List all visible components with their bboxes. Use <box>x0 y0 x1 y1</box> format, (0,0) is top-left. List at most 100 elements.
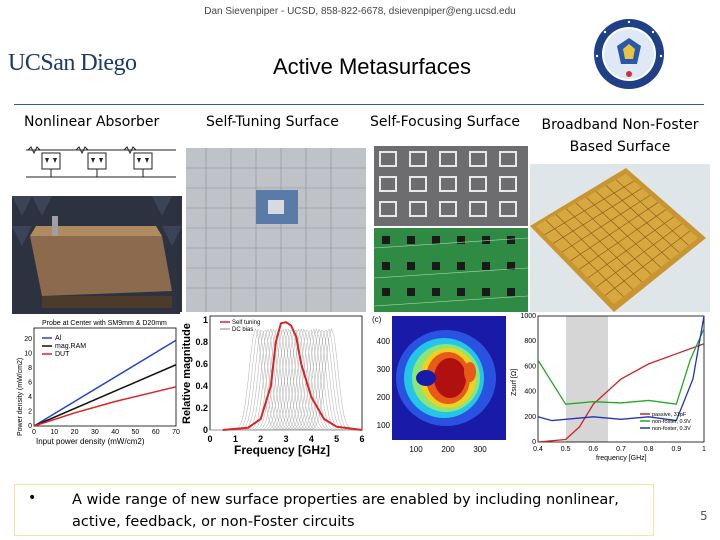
anechoic-chamber-photo <box>12 196 182 314</box>
absorber-x-tick-label: 20 <box>71 429 79 436</box>
resonator-square <box>379 201 397 217</box>
grid-line <box>587 216 675 279</box>
tuning-ylabel: Relative magnitude <box>181 323 193 424</box>
resonator-square <box>499 176 517 192</box>
resonator-square <box>499 201 517 217</box>
resonator-square <box>439 176 457 192</box>
board-chip <box>457 288 465 296</box>
absorber-legend-al: Al <box>55 335 62 342</box>
dc-bias-curve <box>210 328 363 431</box>
non-foster-x-tick-label: 1 <box>702 446 706 453</box>
non-foster-x-tick-label: 0.6 <box>588 446 598 453</box>
absorber-x-tick-label: 30 <box>91 429 99 436</box>
non-foster-y-tick-label: 800 <box>524 338 536 345</box>
non-foster-x-tick-label: 0.7 <box>616 446 626 453</box>
resonator-square <box>409 201 427 217</box>
resonator-square <box>379 176 397 192</box>
focusing-x-tick-label: 100 <box>409 445 423 454</box>
heading-non-foster: Broadband Non-Foster Based Surface <box>530 114 710 158</box>
non-foster-x-tick-label: 0.4 <box>533 446 543 453</box>
board-chip <box>507 236 515 244</box>
absorber-series-dut <box>33 386 177 427</box>
grid-line <box>595 191 671 261</box>
self-focusing-surface-photo <box>374 146 528 226</box>
heading-self-tuning: Self-Tuning Surface <box>206 114 339 130</box>
non-foster-xlabel: frequency [GHz] <box>596 455 647 462</box>
contact-header: Dan Sievenpiper - UCSD, 858-822-6678, ds… <box>204 6 516 17</box>
afosr-seal-icon <box>594 19 664 89</box>
non-foster-x-tick-label: 0.9 <box>671 446 681 453</box>
absorber-x-tick-label: 0 <box>32 429 36 436</box>
tuning-y-tick-label: 0.8 <box>195 337 208 347</box>
absorber-y-tick-label: 4 <box>28 394 32 401</box>
grid-line <box>605 185 680 253</box>
absorber-y-tick-label: 0 <box>28 423 32 430</box>
self-tuning-chart: Relative magnitude 0 1 2 3 4 5 6 0 0.2 0.4 0.6 0.8… <box>180 312 370 458</box>
board-chip <box>432 262 440 270</box>
absorber-ylabel: Power density (mW/cm2) <box>17 358 24 436</box>
absorber-x-tick-label: 40 <box>111 429 119 436</box>
absorber-series-magram <box>33 364 177 427</box>
absorber-y-tick-label: 2 <box>28 409 32 416</box>
grid-line <box>570 202 659 261</box>
absorber-chart: Probe at Center with SM9mm & D20mm Power… <box>12 316 184 446</box>
board-chip <box>457 262 465 270</box>
page-number: 5 <box>700 509 708 523</box>
tuning-x-tick-label: 6 <box>359 434 364 444</box>
absorber-xlabel: Input power density (mW/cm2) <box>36 437 145 446</box>
tuning-x-tick-label: 3 <box>283 434 288 444</box>
absorber-chart-title: Probe at Center with SM9mm & D20mm <box>42 320 167 327</box>
circuit-schematic <box>26 146 176 178</box>
non-foster-y-tick-label: 400 <box>524 389 536 396</box>
logo-rest: San Diego <box>40 50 137 76</box>
focusing-y-tick-label: 300 <box>377 365 391 374</box>
title-divider <box>14 104 704 105</box>
logo-uc: UC <box>8 50 41 76</box>
grid-line <box>545 219 624 297</box>
heatmap-blobs <box>396 330 496 426</box>
non-foster-plot-frame <box>537 315 705 443</box>
absorber-x-tick-label: 10 <box>50 429 58 436</box>
grid-line <box>615 179 689 246</box>
board-chip <box>382 262 390 270</box>
tuning-y-tick-label: 0.4 <box>195 381 208 391</box>
grid-line <box>596 223 683 287</box>
absorber-legend-ram: mag.RAM <box>55 343 86 350</box>
heading-self-focusing: Self-Focusing Surface <box>370 114 521 130</box>
tuning-x-tick-label: 2 <box>258 434 263 444</box>
heading-nonlinear-absorber: Nonlinear Absorber <box>24 114 160 130</box>
grid-line <box>579 209 667 270</box>
focusing-circuit-board-photo <box>374 228 528 312</box>
non-foster-y-tick-label: 200 <box>524 414 536 421</box>
absorber-legend-dut: DUT <box>55 351 70 358</box>
grid-line <box>565 208 643 283</box>
tuning-x-tick-label: 0 <box>207 434 212 444</box>
non-foster-x-tick-label: 0.8 <box>644 446 654 453</box>
resonator-square <box>439 151 457 167</box>
focusing-y-tick-label: 100 <box>377 421 391 430</box>
tuning-y-tick-label: 0.6 <box>195 359 208 369</box>
grid-line <box>585 196 661 268</box>
resonator-square <box>469 151 487 167</box>
resonator-square <box>469 176 487 192</box>
resonator-square <box>499 151 517 167</box>
tuning-y-tick-label: 0 <box>203 425 208 435</box>
non-foster-y-tick-label: 600 <box>524 363 536 370</box>
board-chip <box>507 288 515 296</box>
absorber-y-tick-label: 20 <box>24 336 32 343</box>
bullet-marker: • <box>28 490 37 506</box>
absorber-x-tick-label: 60 <box>152 429 160 436</box>
grid-line <box>605 230 691 296</box>
grid-line <box>553 187 643 244</box>
slide-title: Active Metasurfaces <box>272 54 472 79</box>
board-chip <box>382 236 390 244</box>
focusing-y-tick-label: 400 <box>377 337 391 346</box>
heading-non-foster-line2: Based Surface <box>569 139 671 155</box>
board-chip <box>482 262 490 270</box>
board-chip <box>457 236 465 244</box>
grid-line <box>575 202 652 275</box>
non-foster-y-tick-label: 0 <box>532 439 536 446</box>
non-foster-surface-photo <box>530 164 710 312</box>
tuning-y-tick-label: 1 <box>203 315 208 325</box>
absorber-x-tick-label: 70 <box>172 429 180 436</box>
